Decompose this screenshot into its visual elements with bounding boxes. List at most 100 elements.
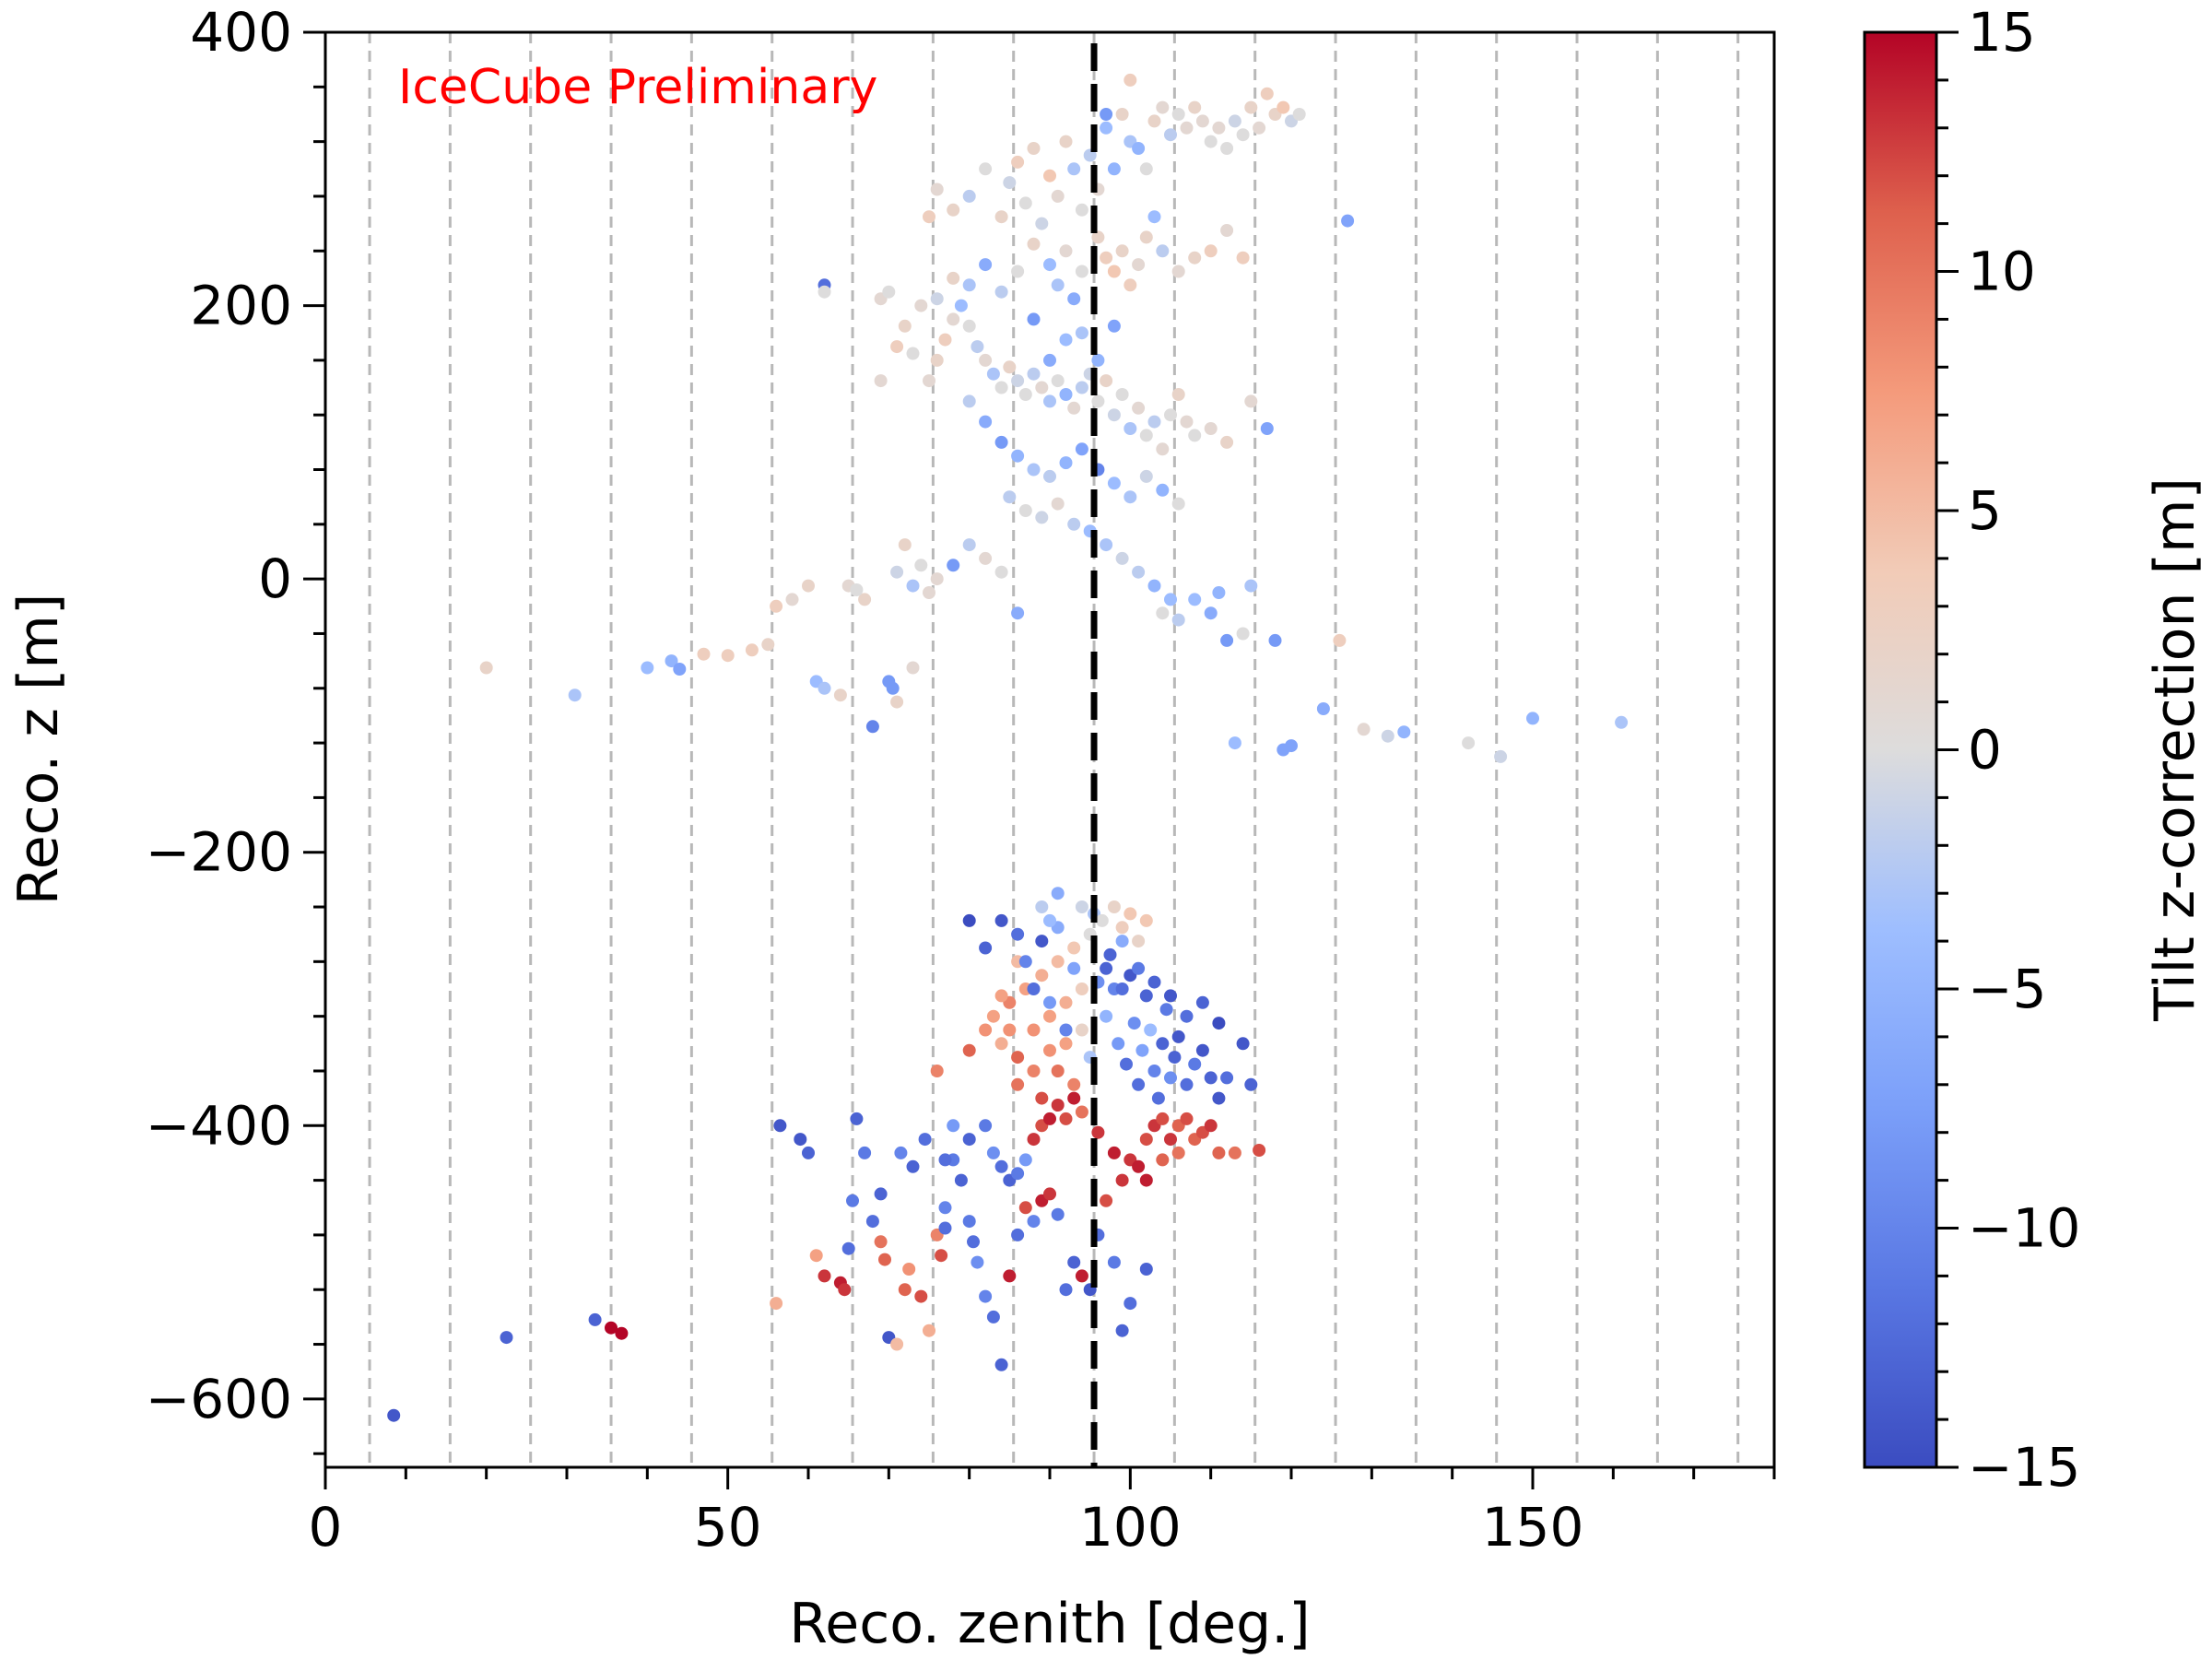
data-point [1124, 422, 1137, 435]
colorbar-ticks: 15 10 5 0 −5 −10 −15 [1936, 1, 2080, 1499]
data-point [1100, 251, 1113, 265]
data-point [1188, 100, 1202, 114]
data-point [387, 1408, 401, 1422]
data-point [818, 1269, 831, 1283]
data-point [954, 1173, 968, 1187]
data-point [930, 292, 944, 306]
data-point [1204, 606, 1218, 620]
data-point [588, 1312, 602, 1326]
data-point [954, 299, 968, 312]
data-point [1147, 579, 1161, 593]
data-point [1124, 73, 1137, 87]
data-point [1100, 538, 1113, 552]
data-point [938, 1221, 952, 1235]
data-point [1526, 712, 1539, 725]
data-point [1035, 900, 1049, 913]
data-point [994, 989, 1008, 1003]
data-point [1115, 244, 1129, 258]
data-point [1100, 961, 1113, 975]
data-point [1171, 1030, 1185, 1043]
data-point [1244, 1077, 1258, 1091]
data-point [1180, 1009, 1194, 1023]
data-point [1139, 230, 1153, 244]
data-point [923, 1324, 935, 1337]
data-point [1075, 203, 1088, 217]
data-point [1067, 1077, 1081, 1091]
data-point [1132, 935, 1146, 948]
data-point [1011, 1051, 1025, 1065]
data-point [938, 1201, 952, 1215]
data-point [1180, 121, 1194, 135]
data-point [1075, 1023, 1088, 1037]
data-point [994, 1358, 1008, 1371]
data-point [994, 913, 1008, 927]
data-point [979, 415, 993, 429]
data-point [994, 381, 1008, 394]
data-point [1011, 1077, 1025, 1091]
data-point [802, 1146, 815, 1159]
data-point [1180, 415, 1194, 429]
data-point [1164, 408, 1177, 422]
data-point [1212, 1017, 1226, 1030]
data-point [1067, 401, 1081, 415]
data-point [1051, 1099, 1065, 1112]
data-point [641, 661, 654, 675]
data-point [818, 681, 831, 695]
data-point [1018, 388, 1032, 401]
data-point [1051, 189, 1065, 203]
data-point [1132, 961, 1146, 975]
data-point [918, 1133, 932, 1147]
data-point [923, 586, 935, 599]
data-point [1132, 565, 1146, 579]
data-point [1103, 947, 1117, 961]
data-point [1115, 1324, 1129, 1337]
data-point [1236, 627, 1250, 641]
data-point [1100, 1194, 1113, 1207]
data-point [1220, 142, 1234, 155]
data-point [1051, 1065, 1065, 1077]
data-point [1236, 1037, 1250, 1051]
data-point [898, 538, 912, 552]
data-point [1059, 388, 1073, 401]
data-point [1244, 579, 1258, 593]
data-point [1011, 1228, 1025, 1241]
data-point [1107, 265, 1121, 278]
data-point [802, 579, 815, 593]
data-point [1212, 1146, 1226, 1159]
data-point [890, 340, 904, 354]
data-point [1139, 1133, 1153, 1147]
data-point [1188, 251, 1202, 265]
data-point [1107, 900, 1121, 913]
data-point [1139, 429, 1153, 442]
data-point [1115, 1173, 1129, 1187]
y-axis-label: Reco. z [m] [6, 594, 71, 906]
data-point [1220, 224, 1234, 237]
data-point [962, 319, 976, 333]
data-point [1156, 100, 1170, 114]
data-point [986, 367, 1000, 381]
data-point [1051, 278, 1065, 292]
data-point [1091, 1125, 1105, 1139]
data-point [1107, 477, 1121, 490]
data-point [1164, 1071, 1177, 1085]
data-point [1164, 989, 1177, 1003]
data-point [947, 271, 960, 285]
data-point [1051, 374, 1065, 388]
data-point [979, 941, 993, 955]
data-point [938, 1153, 952, 1167]
data-point [1027, 237, 1041, 251]
data-point [1035, 969, 1049, 982]
data-point [1043, 469, 1056, 483]
data-point [605, 1321, 618, 1335]
data-point [1075, 326, 1088, 340]
data-point [947, 559, 960, 572]
data-point [1059, 1283, 1073, 1297]
data-point [1100, 121, 1113, 135]
data-point [1120, 1057, 1133, 1071]
data-point [1171, 108, 1185, 121]
data-point [809, 1249, 823, 1263]
data-point [1244, 394, 1258, 408]
data-point [1035, 935, 1049, 948]
data-point [1381, 729, 1394, 743]
